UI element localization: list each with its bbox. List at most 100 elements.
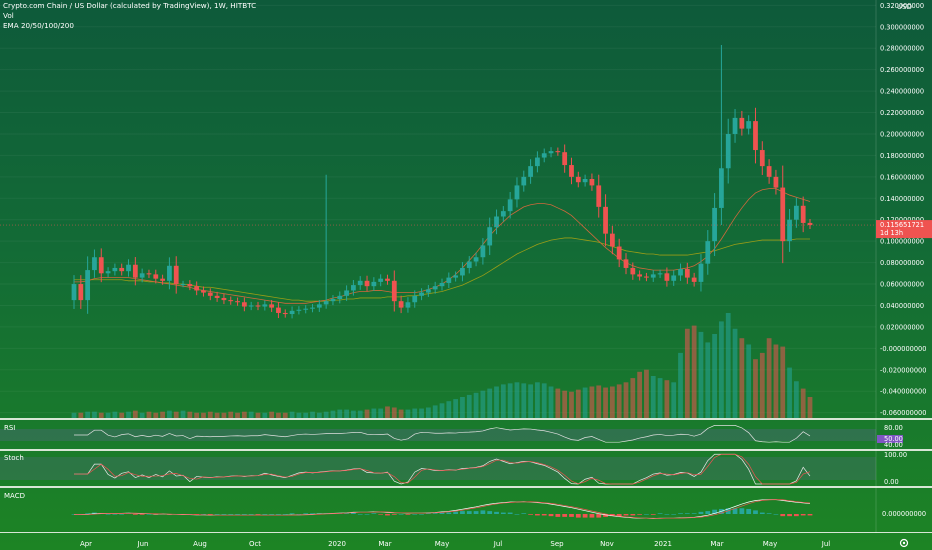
candle-body (719, 168, 724, 208)
volume-bar (289, 411, 295, 418)
volume-bar (78, 412, 84, 418)
macd-bar (562, 514, 568, 517)
macd-bar (214, 514, 220, 515)
time-axis-label[interactable]: May (763, 540, 777, 548)
macd-bar (262, 514, 268, 515)
macd-bar (119, 514, 125, 515)
volume-bar (180, 410, 186, 418)
rsi-tick-label: 50.00 (884, 435, 903, 443)
macd-bar (112, 514, 118, 515)
volume-bar (126, 411, 131, 418)
candle-body (337, 295, 343, 300)
time-axis-label[interactable]: Mar (710, 540, 723, 548)
candle-body (725, 133, 731, 169)
macd-bar (289, 513, 295, 514)
time-axis-label[interactable]: 2020 (328, 540, 346, 548)
macd-bar (425, 513, 431, 514)
candle-body (98, 257, 104, 274)
macd-bar (650, 514, 656, 515)
time-axis-label[interactable]: 2021 (654, 540, 672, 548)
candle-body (92, 257, 97, 271)
volume-bar (787, 367, 792, 418)
macd-bar (221, 514, 227, 515)
price-tick-label: -0.020000000 (880, 366, 926, 374)
macd-bar (575, 514, 581, 518)
candle-body (753, 121, 758, 151)
volume-bar (739, 338, 745, 418)
rsi-tick-label: 80.00 (884, 424, 903, 432)
ema-legend[interactable]: EMA 20/50/100/200 (3, 21, 74, 30)
macd-bar (766, 513, 772, 514)
macd-bar (378, 514, 384, 515)
candle-body (739, 117, 745, 129)
price-tick-label: 0.300000000 (880, 23, 924, 31)
time-axis-label[interactable]: Mar (378, 540, 391, 548)
time-axis-label[interactable]: Apr (80, 540, 92, 548)
volume-bar (337, 409, 343, 418)
time-axis-label[interactable]: Jul (821, 540, 831, 548)
price-tick-label: 0.140000000 (880, 195, 924, 203)
volume-bar (446, 401, 452, 418)
macd-bar (684, 513, 690, 514)
macd-bar (391, 514, 397, 515)
price-tick-label: 0.260000000 (880, 66, 924, 74)
candle-body (357, 280, 363, 286)
candle-body (173, 265, 179, 285)
volume-legend[interactable]: Vol (3, 11, 14, 20)
macd-bar (303, 513, 309, 514)
macd-bar (569, 514, 574, 517)
macd-bar (623, 514, 629, 516)
macd-bar (296, 514, 302, 515)
macd-bar (787, 514, 792, 517)
volume-bar (405, 409, 411, 418)
candle-body (378, 278, 384, 282)
candle-body (385, 278, 390, 281)
macd-bar (351, 512, 356, 514)
volume-bar (698, 331, 704, 418)
time-axis-label[interactable]: May (435, 540, 449, 548)
macd-bar (582, 514, 588, 518)
volume-bar (521, 383, 527, 418)
time-axis-label[interactable]: Jul (493, 540, 503, 548)
volume-bar (187, 411, 193, 418)
gear-icon[interactable] (899, 538, 909, 548)
time-axis-label[interactable]: Oct (249, 540, 261, 548)
candle-body (187, 284, 193, 287)
candle-body (623, 259, 629, 268)
stoch-tick-label: 100.00 (884, 451, 907, 459)
time-axis-label[interactable]: Nov (600, 540, 614, 548)
macd-bar (739, 508, 745, 514)
candle-body (487, 227, 493, 246)
candle-body (160, 278, 165, 281)
macd-bar (92, 512, 97, 514)
time-axis-label[interactable]: Aug (193, 540, 207, 548)
volume-bar (419, 408, 424, 418)
candle-body (793, 205, 799, 220)
candle-body (507, 199, 513, 212)
volume-bar (725, 313, 731, 418)
time-axis-label[interactable]: Jun (137, 540, 149, 548)
currency-label: USD (897, 3, 912, 11)
candle-body (473, 257, 479, 262)
time-axis-label[interactable]: Sep (550, 540, 564, 548)
rsi-value-badge (877, 435, 903, 443)
volume-bar (759, 352, 765, 418)
macd-bar (500, 512, 506, 514)
candle-body (269, 304, 275, 308)
candle-body (678, 269, 683, 276)
price-tick-label: -0.060000000 (880, 409, 926, 417)
macd-bar (603, 514, 608, 517)
candle-body (691, 277, 697, 282)
volume-bar (398, 409, 404, 418)
volume-bar (569, 391, 574, 418)
volume-bar (425, 407, 431, 418)
candle-body (228, 300, 234, 302)
current-price-badge (876, 220, 932, 239)
candle-body (664, 273, 670, 281)
volume-bar (705, 342, 711, 418)
symbol-title[interactable]: Crypto.com Chain / US Dollar (calculated… (3, 1, 257, 10)
macd-bar (698, 511, 704, 514)
candle-body (446, 277, 452, 283)
